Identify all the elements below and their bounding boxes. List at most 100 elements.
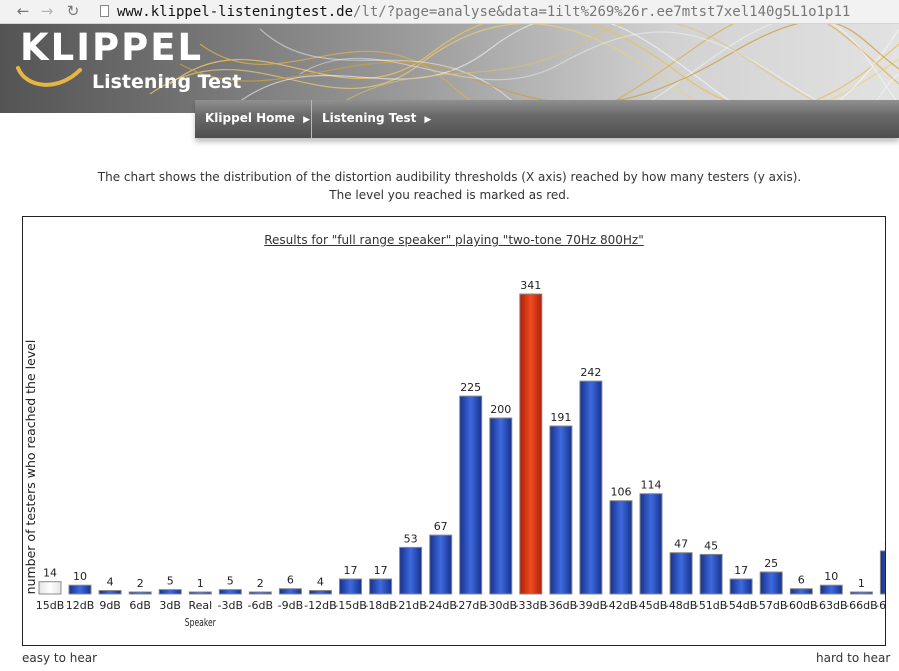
bar-15db	[38, 581, 62, 595]
x-tick-label: -9dB	[278, 599, 304, 612]
bar--42db	[609, 500, 633, 595]
bar-value-label: 6	[287, 574, 294, 587]
x-tick-label: -36dB	[545, 599, 578, 612]
x-tick-label: -54dB	[725, 599, 758, 612]
y-axis-label: number of testers who reached the level	[23, 340, 38, 595]
bar-value-label: 242	[580, 366, 601, 379]
x-tick-label: 6dB	[129, 599, 151, 612]
bar-value-label: 14	[43, 567, 57, 580]
forward-arrow-icon[interactable]: →	[40, 2, 54, 20]
bar-value-label: 53	[404, 532, 418, 545]
bar--6db	[248, 591, 272, 595]
bar--36db	[549, 425, 573, 595]
triangle-right-icon: ▶	[424, 115, 432, 125]
bar-value-label: 200	[490, 403, 511, 416]
bar-value-label: 67	[434, 520, 448, 533]
bar--27db	[459, 395, 483, 595]
x-tick-label: -60dB	[785, 599, 818, 612]
x-tick-label: -3dB	[218, 599, 244, 612]
x-tick-label: 15dB	[36, 599, 65, 612]
nav-klippel-home[interactable]: Klippel Home ▶	[205, 100, 310, 138]
page-icon	[100, 5, 109, 17]
x-tick-label: -69dB	[875, 599, 885, 612]
bar-value-label: 49	[884, 536, 885, 549]
bar-value-label: 2	[257, 577, 264, 590]
bar-value-label: 17	[374, 564, 388, 577]
back-arrow-icon[interactable]: ←	[16, 2, 30, 20]
bar-value-label: 5	[227, 575, 234, 588]
bar-value-label: 47	[674, 538, 688, 551]
bar--30db	[489, 417, 513, 595]
logo-swoosh-icon	[16, 66, 82, 87]
triangle-right-icon: ▶	[303, 115, 310, 125]
bar--24db	[429, 534, 453, 595]
reload-icon[interactable]: ↻	[66, 2, 80, 20]
bar--9db	[278, 588, 302, 595]
easy-to-hear-label: easy to hear	[22, 651, 98, 665]
x-tick-label: -15dB	[334, 599, 367, 612]
x-tick-label: -39dB	[575, 599, 608, 612]
bar-value-label: 25	[764, 557, 778, 570]
chart-description-line1: The chart shows the distribution of the …	[97, 170, 802, 184]
x-tick-label: -18dB	[364, 599, 397, 612]
bar-3db	[158, 589, 182, 595]
nav-divider	[311, 100, 312, 138]
x-tick-label: -51dB	[695, 599, 728, 612]
bar-value-label: 106	[611, 486, 632, 499]
bar-value-label: 10	[73, 570, 87, 583]
bar-6db	[128, 591, 152, 595]
bar-real-speaker	[188, 591, 212, 595]
x-tick-label: -42dB	[605, 599, 638, 612]
bar--69db	[879, 550, 885, 595]
x-tick-label: 9dB	[99, 599, 121, 612]
x-tick-label: -30dB	[485, 599, 518, 612]
x-tick-label: -48dB	[665, 599, 698, 612]
bar-value-label: 2	[137, 577, 144, 590]
header-subtitle: Listening Test	[92, 71, 242, 93]
x-tick-label: -12dB	[304, 599, 337, 612]
bar--3db	[218, 589, 242, 595]
klippel-logo[interactable]: KLIPPEL	[20, 26, 204, 69]
x-tick-label: -27dB	[454, 599, 487, 612]
bar--63db	[819, 584, 843, 595]
bar--21db	[399, 546, 423, 595]
browser-toolbar: ← → ↻ www.klippel-listeningtest.de/lt/?p…	[0, 0, 899, 24]
bar-value-label: 17	[344, 564, 358, 577]
bar--66db	[849, 591, 873, 595]
x-tick-label: -24dB	[424, 599, 457, 612]
bar--51db	[699, 553, 723, 595]
bar--39db	[579, 380, 603, 595]
bar-value-label: 6	[798, 574, 805, 587]
bar-value-label: 341	[520, 279, 541, 292]
bar-value-label: 191	[550, 411, 571, 424]
bar-value-label: 10	[824, 570, 838, 583]
chart-description-line2: The level you reached is marked as red.	[329, 188, 570, 202]
nav-listening-test[interactable]: Listening Test ▶	[322, 100, 431, 138]
x-tick-label: -6dB	[248, 599, 274, 612]
bar--48db	[669, 552, 693, 595]
bar--57db	[759, 571, 783, 595]
main-nav: Klippel Home ▶ Listening Test ▶	[195, 100, 899, 138]
url-path: /lt/?page=analyse&data=1ilt%269%26r.ee7m…	[353, 4, 851, 20]
bar--12db	[308, 590, 332, 595]
bar--60db	[789, 588, 813, 595]
chart-title: Results for "full range speaker" playing…	[264, 233, 644, 247]
x-tick-label: 3dB	[159, 599, 181, 612]
bar-value-label: 1	[858, 577, 865, 590]
bar-9db	[98, 590, 122, 595]
bar-value-label: 4	[317, 576, 324, 589]
bar-12db	[68, 584, 92, 595]
address-bar[interactable]: www.klippel-listeningtest.de/lt/?page=an…	[117, 3, 850, 21]
x-tick-label: -45dB	[635, 599, 668, 612]
x-tick-label: -66dB	[845, 599, 878, 612]
x-tick-label: -57dB	[755, 599, 788, 612]
x-tick-label: -63dB	[815, 599, 848, 612]
nav-klippel-home-label: Klippel Home	[205, 111, 296, 125]
bar-value-label: 5	[167, 575, 174, 588]
x-tick-label: -33dB	[515, 599, 548, 612]
bar-value-label: 4	[107, 576, 114, 589]
bar--18db	[369, 578, 393, 595]
bar-value-label: 114	[641, 479, 662, 492]
bar-value-label: 225	[460, 381, 481, 394]
bar-value-label: 45	[704, 539, 718, 552]
